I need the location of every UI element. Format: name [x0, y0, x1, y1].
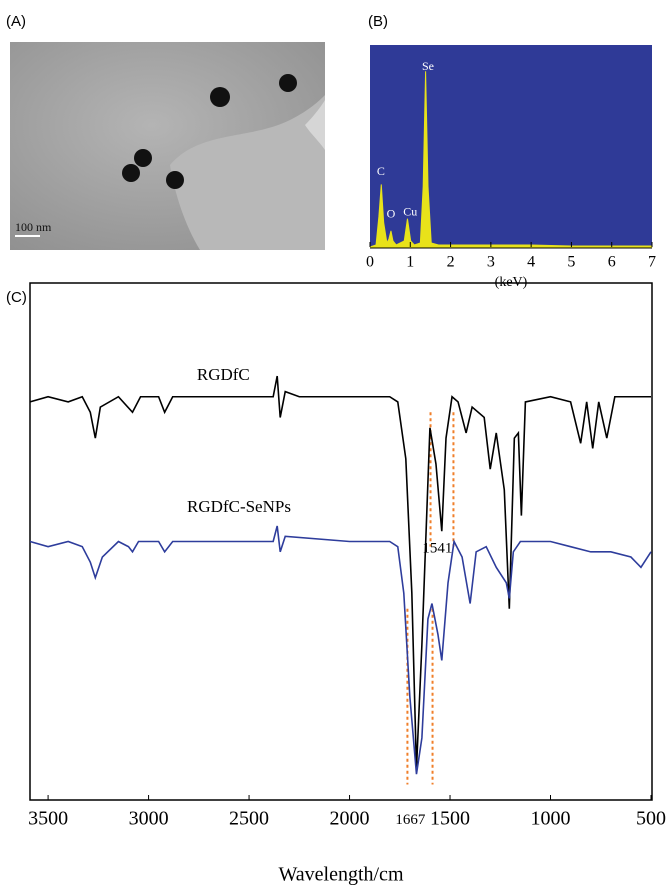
tem-image: [10, 42, 325, 250]
x-tick-label: 7: [648, 254, 656, 271]
x-tick-label: 500: [636, 808, 666, 830]
scale-bar-label: 100 nm: [15, 220, 52, 234]
panel-label: (C): [6, 289, 27, 306]
x-tick-label: 3500: [28, 808, 68, 830]
plot-background: [370, 45, 652, 247]
annotation: RGDfC-SeNPs: [187, 497, 291, 516]
peak-label: Cu: [403, 204, 417, 218]
spectrum-area: [369, 71, 653, 248]
spectrum-line: [29, 525, 652, 775]
peak-label: O: [387, 206, 396, 220]
x-tick-label: 3: [487, 254, 495, 271]
x-tick-label: 2000: [330, 808, 370, 830]
panel-label: (B): [368, 13, 388, 30]
peak-label: Se: [422, 59, 434, 73]
panel-label: (A): [6, 13, 26, 30]
x-tick-label: 1000: [531, 808, 571, 830]
x-tick-label: 4: [527, 254, 535, 271]
annotation: 1667: [395, 812, 426, 828]
peak-label: C: [377, 164, 385, 178]
x-tick-label: 1: [406, 254, 414, 271]
x-tick-label: 3000: [129, 808, 169, 830]
x-tick-label: 2500: [229, 808, 269, 830]
x-tick-label: 5: [567, 254, 575, 271]
x-tick-label: 2: [447, 254, 455, 271]
x-axis-label: Wavelength/cm: [278, 864, 403, 886]
x-tick-label: 1500: [430, 808, 470, 830]
spectrum-line: [29, 375, 651, 770]
x-tick-label: 0: [366, 254, 374, 271]
x-tick-label: 6: [608, 254, 616, 271]
annotation: 1541: [422, 541, 452, 557]
annotation: RGDfC: [197, 365, 250, 384]
